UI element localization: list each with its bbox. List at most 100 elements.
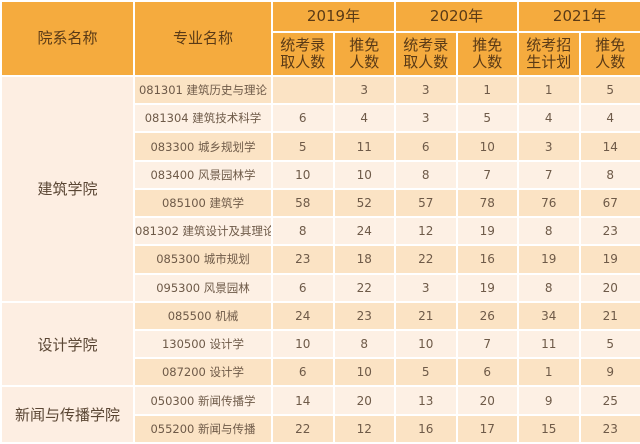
value-cell-2021-recommended: 5 [578,328,640,360]
value-cell-2021-exam-plan: 4 [517,103,581,134]
value-cell-2021-exam-plan: 15 [517,413,581,444]
value-cell-2020-recommended: 6 [455,357,519,388]
value-cell-2019-recommended: 8 [332,328,396,360]
header-2021-recommended: 推免 人数 [578,31,640,77]
value-cell-2019-recommended: 10 [332,357,396,388]
header-year-2020: 2020年 [394,0,519,33]
header-college: 院系名称 [0,0,135,77]
value-cell-2019-recommended: 24 [332,216,396,247]
table-row: 085300 城市规划 23 18 22 16 19 19 [1,244,640,275]
value-cell-2019-recommended: 22 [332,272,396,303]
value-cell-2019-exam-admitted: 10 [271,159,335,190]
value-cell-2019-exam-admitted [271,74,335,106]
table-header: 院系名称 专业名称 2019年 2020年 2021年 统考录 取人数 推免 人数 … [0,0,640,77]
table-row: 081304 建筑技术科学 6 4 3 5 4 4 [1,103,640,134]
college-name-cell: 设计学院 [0,300,135,388]
value-cell-2021-recommended: 23 [578,413,640,444]
value-cell-2021-recommended: 20 [578,272,640,303]
table-row: 081302 建筑设计及其理论 8 24 12 19 8 23 [1,216,640,247]
major-name-cell: 081304 建筑技术科学 [133,103,273,134]
value-cell-2021-recommended: 5 [578,74,640,106]
value-cell-2020-exam-admitted: 21 [394,300,458,331]
value-cell-2021-exam-plan: 9 [517,385,581,416]
value-cell-2021-recommended: 25 [578,385,640,416]
value-cell-2019-recommended: 10 [332,159,396,190]
value-cell-2020-recommended: 10 [455,131,519,162]
value-cell-2020-exam-admitted: 16 [394,413,458,444]
value-cell-2021-exam-plan: 8 [517,216,581,247]
value-cell-2020-recommended: 17 [455,413,519,444]
value-cell-2019-recommended: 23 [332,300,396,331]
header-2021-exam-plan: 统考招 生计划 [517,31,581,77]
major-name-cell: 085100 建筑学 [133,187,273,219]
table-row: 095300 风景园林 6 22 3 19 8 20 [1,272,640,303]
value-cell-2019-exam-admitted: 58 [271,187,335,219]
value-cell-2020-exam-admitted: 8 [394,159,458,190]
value-cell-2021-exam-plan: 7 [517,159,581,190]
value-cell-2019-recommended: 20 [332,385,396,416]
header-2019-exam-admitted: 统考录 取人数 [271,31,335,77]
value-cell-2020-recommended: 78 [455,187,519,219]
table-row: 新闻与传播学院 050300 新闻传播学 14 20 13 20 9 25 [0,385,640,444]
value-cell-2019-exam-admitted: 6 [271,103,335,134]
major-name-cell: 081301 建筑历史与理论 [133,74,273,106]
table-row: 085100 建筑学 58 52 57 78 76 67 [1,187,640,219]
major-name-cell: 085300 城市规划 [133,244,273,275]
value-cell-2021-exam-plan: 11 [517,328,581,360]
major-name-cell: 083400 风景园林学 [133,159,273,190]
value-cell-2019-recommended: 4 [332,103,396,134]
value-cell-2019-recommended: 12 [332,413,396,444]
major-name-cell: 095300 风景园林 [133,272,273,303]
table-row: 130500 设计学 10 8 10 7 11 5 [1,328,640,360]
value-cell-2020-recommended: 19 [455,272,519,303]
value-cell-2019-recommended: 18 [332,244,396,275]
table-body: 建筑学院 081301 建筑历史与理论 3 3 1 1 5 081304 建筑技术科学 6 4 3 5… [0,74,640,444]
value-cell-2020-recommended: 7 [455,328,519,360]
major-name-cell: 130500 设计学 [133,328,273,360]
value-cell-2019-exam-admitted: 5 [271,131,335,162]
header-2019-recommended: 推免 人数 [332,31,396,77]
value-cell-2021-exam-plan: 3 [517,131,581,162]
value-cell-2020-recommended: 16 [455,244,519,275]
value-cell-2021-exam-plan: 76 [517,187,581,219]
value-cell-2021-recommended: 14 [578,131,640,162]
major-name-cell: 083300 城乡规划学 [133,131,273,162]
major-name-cell: 081302 建筑设计及其理论 [133,216,273,247]
value-cell-2020-recommended: 7 [455,159,519,190]
header-year-2021: 2021年 [517,0,640,33]
value-cell-2019-exam-admitted: 10 [271,328,335,360]
value-cell-2020-recommended: 26 [455,300,519,331]
table-row: 055200 新闻与传播 22 12 16 17 15 23 [1,413,640,444]
value-cell-2019-exam-admitted: 6 [271,357,335,388]
value-cell-2019-exam-admitted: 8 [271,216,335,247]
value-cell-2020-exam-admitted: 12 [394,216,458,247]
college-name-cell: 建筑学院 [0,75,135,303]
table-row: 083400 风景园林学 10 10 8 7 7 8 [1,159,640,190]
value-cell-2021-recommended: 21 [578,300,640,331]
value-cell-2019-recommended: 11 [332,131,396,162]
value-cell-2020-exam-admitted: 5 [394,357,458,388]
value-cell-2020-exam-admitted: 13 [394,385,458,416]
value-cell-2021-exam-plan: 34 [517,300,581,331]
value-cell-2020-recommended: 5 [455,103,519,134]
value-cell-2021-exam-plan: 1 [517,357,581,388]
value-cell-2019-exam-admitted: 22 [271,413,335,444]
header-year-2019: 2019年 [271,0,396,33]
value-cell-2020-exam-admitted: 3 [394,272,458,303]
value-cell-2021-recommended: 8 [578,159,640,190]
table-row: 设计学院 085500 机械 24 23 21 26 34 21 [0,300,640,388]
value-cell-2020-exam-admitted: 10 [394,328,458,360]
value-cell-2021-exam-plan: 1 [517,74,581,106]
header-major: 专业名称 [133,0,273,77]
major-name-cell: 050300 新闻传播学 [133,385,273,416]
major-name-cell: 055200 新闻与传播 [133,413,273,444]
value-cell-2019-recommended: 3 [332,74,396,106]
header-2020-recommended: 推免 人数 [455,31,519,77]
value-cell-2020-recommended: 1 [455,74,519,106]
header-2020-exam-admitted: 统考录 取人数 [394,31,458,77]
table-row: 083300 城乡规划学 5 11 6 10 3 14 [1,131,640,162]
value-cell-2019-exam-admitted: 14 [271,385,335,416]
value-cell-2021-recommended: 19 [578,244,640,275]
value-cell-2020-exam-admitted: 57 [394,187,458,219]
